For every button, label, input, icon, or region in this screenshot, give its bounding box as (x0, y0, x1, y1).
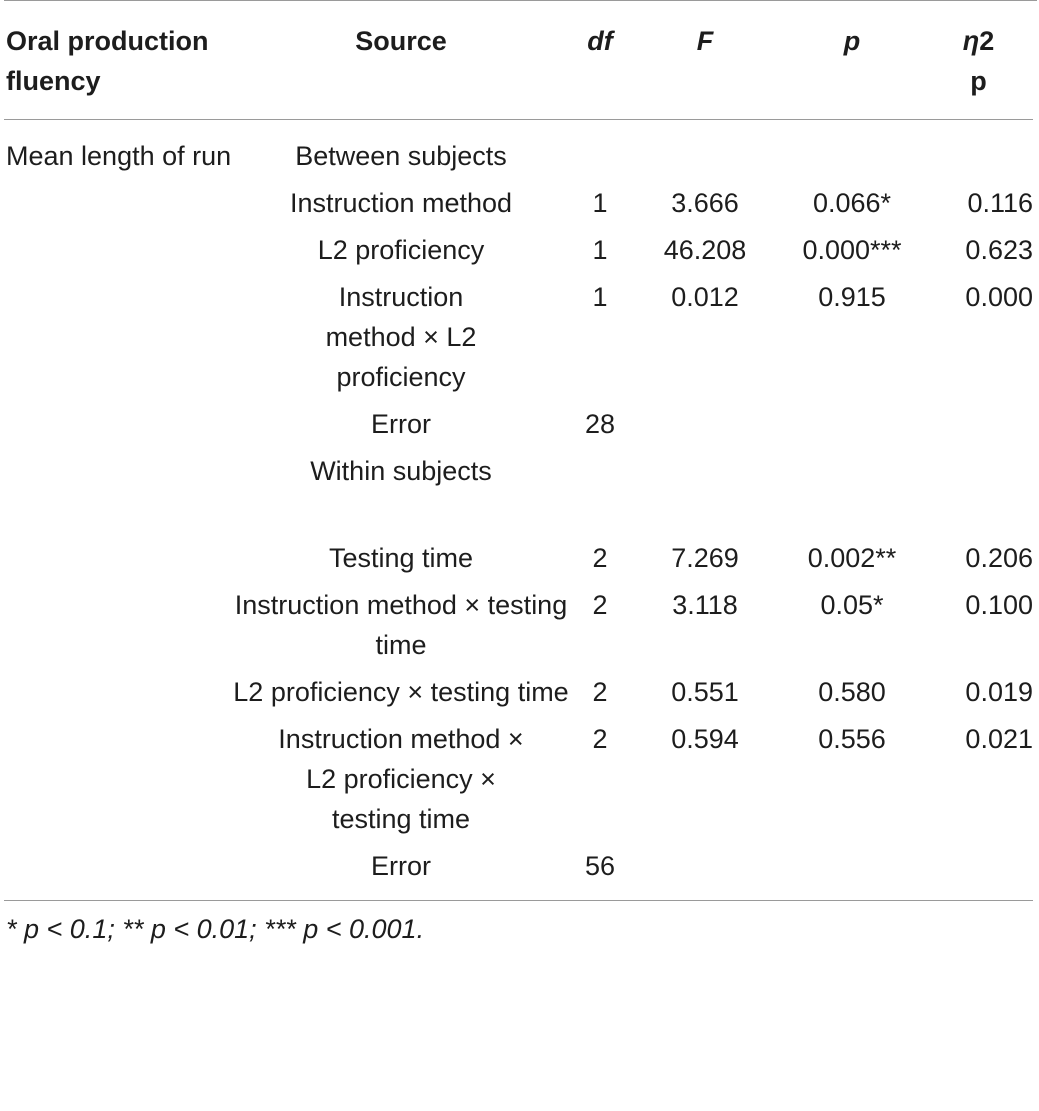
empty-cell (4, 665, 232, 712)
f-cell: 0.594 (671, 724, 739, 754)
eta-cell: 0.019 (965, 677, 1033, 707)
source-cell: Instruction method (289, 188, 513, 218)
source-cell: Testing time (328, 543, 474, 573)
empty-cell (4, 712, 232, 839)
eta-cell (924, 397, 1033, 444)
empty-cell (4, 578, 232, 665)
eta-cell: 0.623 (965, 235, 1033, 265)
table-row: Error 56 (4, 839, 1033, 901)
within-subjects-label: Within subjects (310, 456, 492, 486)
f-cell: 7.269 (671, 543, 739, 573)
source-cell: Instruction method × L2 proficiency × te… (278, 724, 524, 834)
p-cell: 0.000*** (802, 235, 902, 265)
table-row-within-header: Within subjects (4, 444, 1033, 491)
header-df-text: df (587, 26, 613, 56)
table-row: Instruction method × L2 proficiency × te… (4, 712, 1033, 839)
eta-cell: 0.021 (965, 724, 1033, 754)
eta-superscript: 2 (979, 26, 995, 56)
f-cell: 0.012 (671, 282, 739, 312)
table-row: Instruction method × L2 proficiency 1 0.… (4, 270, 1033, 397)
table-row: Instruction method 1 3.666 0.066* 0.116 (4, 176, 1033, 223)
empty-cell (4, 270, 232, 397)
header-p-text: p (843, 26, 861, 56)
p-cell (780, 397, 924, 444)
empty-cell (4, 176, 232, 223)
empty-cell (924, 120, 1033, 177)
p-cell: 0.05* (820, 590, 884, 620)
source-cell: Error (371, 409, 431, 439)
f-cell: 0.551 (671, 677, 739, 707)
empty-cell (780, 120, 924, 177)
empty-cell (630, 444, 780, 491)
empty-cell (4, 839, 232, 901)
source-cell: L2 proficiency (317, 235, 485, 265)
p-cell: 0.002** (807, 543, 897, 573)
empty-cell (4, 223, 232, 270)
p-cell: 0.580 (818, 677, 886, 707)
anova-table: Oral production fluency Source df F p η2… (4, 1, 1033, 901)
header-p: p (780, 1, 924, 120)
empty-cell (4, 444, 232, 491)
f-cell: 46.208 (663, 235, 747, 265)
eta-symbol: η (962, 26, 980, 56)
f-cell (630, 839, 780, 901)
empty-cell (570, 120, 630, 177)
measure-label: Mean length of run (6, 141, 232, 171)
p-cell: 0.915 (818, 282, 886, 312)
empty-cell (924, 444, 1033, 491)
empty-cell (4, 397, 232, 444)
p-cell (780, 839, 924, 901)
empty-cell (630, 120, 780, 177)
eta-cell (924, 839, 1033, 901)
table-row: L2 proficiency 1 46.208 0.000*** 0.623 (4, 223, 1033, 270)
header-oral-production-fluency: Oral production fluency (4, 1, 232, 120)
empty-cell (4, 491, 232, 578)
table-row: Testing time 2 7.269 0.002** 0.206 (4, 491, 1033, 578)
header-f-text: F (696, 26, 714, 56)
f-cell (630, 397, 780, 444)
header-row: Oral production fluency Source df F p η2… (4, 1, 1033, 120)
between-subjects-label: Between subjects (295, 141, 507, 171)
eta-subscript: p (970, 66, 987, 96)
source-cell: Error (232, 839, 570, 901)
source-cell: Instruction method × testing time (234, 590, 568, 660)
eta-cell: 0.116 (967, 188, 1033, 218)
df-cell: 2 (592, 543, 608, 573)
header-f: F (630, 1, 780, 120)
source-cell: Instruction method × L2 proficiency (325, 282, 477, 392)
header-partial-eta-squared: η2 p (924, 1, 1033, 120)
df-cell: 2 (592, 677, 608, 707)
empty-cell (780, 444, 924, 491)
header-df: df (570, 1, 630, 120)
df-cell: 2 (592, 724, 608, 754)
empty-cell (570, 444, 630, 491)
df-cell: 1 (592, 188, 608, 218)
df-cell: 2 (592, 590, 608, 620)
df-cell: 28 (584, 409, 616, 439)
f-cell: 3.666 (671, 188, 739, 218)
eta-cell: 0.206 (965, 543, 1033, 573)
df-cell: 1 (592, 282, 608, 312)
anova-table-container: Oral production fluency Source df F p η2… (4, 0, 1037, 949)
table-row: L2 proficiency × testing time 2 0.551 0.… (4, 665, 1033, 712)
table-row: Instruction method × testing time 2 3.11… (4, 578, 1033, 665)
f-cell: 3.118 (672, 590, 738, 620)
eta-cell: 0.000 (965, 282, 1033, 312)
source-cell: L2 proficiency × testing time (233, 677, 569, 707)
df-cell: 56 (570, 839, 630, 901)
p-cell: 0.556 (818, 724, 886, 754)
eta-cell: 0.100 (965, 590, 1033, 620)
header-source: Source (232, 1, 570, 120)
table-row-group-header: Mean length of run Between subjects (4, 120, 1033, 177)
p-cell: 0.066* (812, 188, 892, 218)
df-cell: 1 (592, 235, 608, 265)
table-row: Error 28 (4, 397, 1033, 444)
table-footnote: * p < 0.1; ** p < 0.01; *** p < 0.001. (6, 914, 425, 944)
